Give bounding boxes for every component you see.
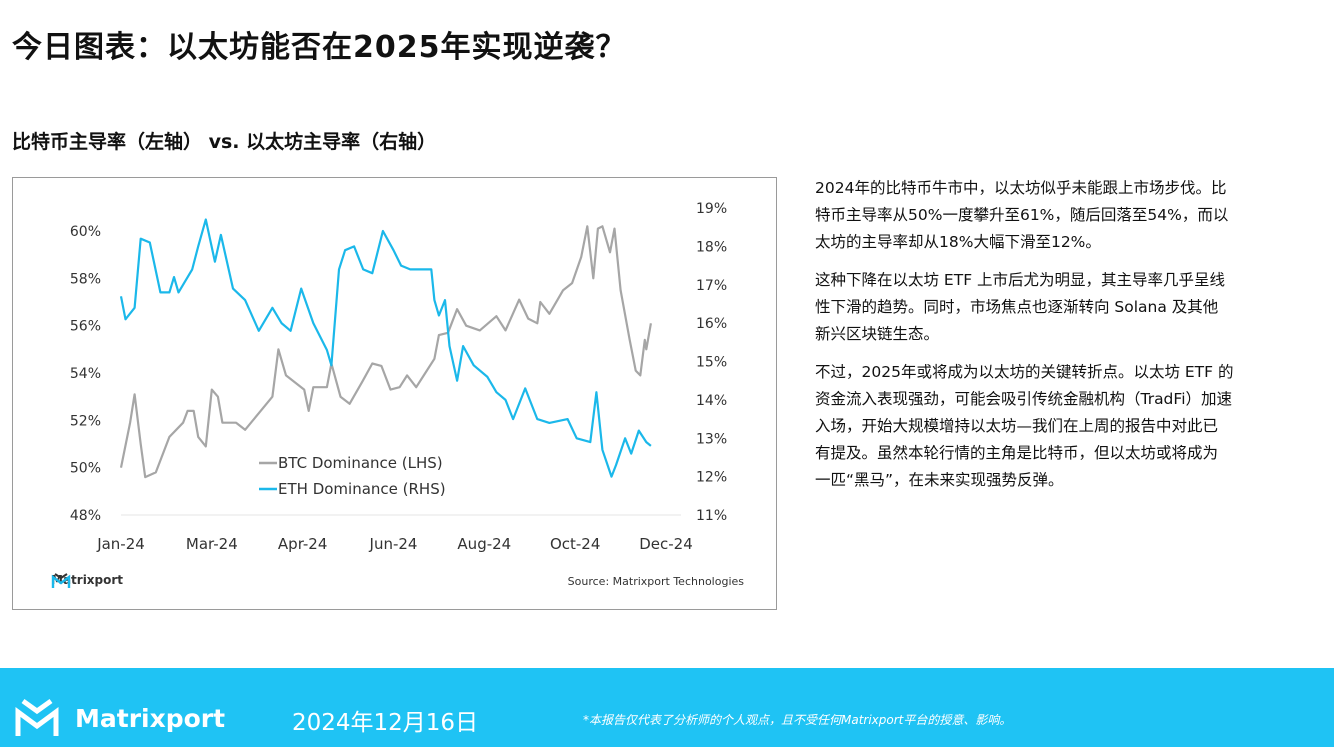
y-left-tick-label: 48% xyxy=(70,508,101,524)
report-date: 2024年12月16日 xyxy=(292,710,479,736)
commentary-line: 性下滑的趋势。同时，市场焦点也逐渐转向 Solana 及其他 xyxy=(815,298,1219,316)
y-right-tick-label: 12% xyxy=(696,470,727,486)
commentary: 2024年的比特币牛市中，以太坊似乎未能跟上市场步伐。比 特币主导率从50%一度攀… xyxy=(815,175,1315,505)
x-tick-label: Jan-24 xyxy=(96,535,145,553)
btc-dominance-line xyxy=(119,225,652,479)
commentary-line: 有提及。虽然本轮行情的主角是比特币，但以太坊或将成为 xyxy=(815,444,1219,462)
footer-brand: Matrixport xyxy=(75,704,226,733)
y-right-tick-label: 19% xyxy=(696,201,727,217)
y-right-tick-label: 15% xyxy=(696,355,727,371)
matrixport-logo-icon xyxy=(51,573,71,588)
y-right-tick-label: 14% xyxy=(696,393,727,409)
x-tick-label: Jun-24 xyxy=(369,535,418,553)
y-right-tick-label: 13% xyxy=(696,431,727,447)
y-left-tick-label: 60% xyxy=(70,224,101,240)
x-tick-label: Aug-24 xyxy=(457,535,511,553)
x-tick-label: Oct-24 xyxy=(550,535,600,553)
commentary-line: 入场，开始大规模增持以太坊—我们在上周的报告中对此已 xyxy=(815,417,1219,435)
y-left-tick-label: 54% xyxy=(70,366,101,382)
chart-subtitle: 比特币主导率（左轴） vs. 以太坊主导率（右轴） xyxy=(12,131,437,153)
chart-source: Source: Matrixport Technologies xyxy=(567,575,744,588)
commentary-line: 资金流入表现强劲，可能会吸引传统金融机构（TradFi）加速 xyxy=(815,390,1232,408)
dominance-chart: 48% 50% 52% 54% 56% 58% 60% 11% 12% 13% 14% 15% 16% 1… xyxy=(70,201,727,553)
y-right-tick-label: 11% xyxy=(696,508,727,524)
commentary-paragraph: 这种下降在以太坊 ETF 上市后尤为明显，其主导率几乎呈线 性下滑的趋势。同时，市… xyxy=(815,267,1315,348)
commentary-line: 不过，2025年或将成为以太坊的关键转折点。以太坊 ETF 的 xyxy=(815,363,1234,381)
legend-label: ETH Dominance (RHS) xyxy=(278,480,446,498)
y-left-tick-label: 50% xyxy=(70,461,101,477)
commentary-line: 特币主导率从50%一度攀升至61%，随后回落至54%，而以 xyxy=(815,206,1229,224)
x-tick-label: Apr-24 xyxy=(278,535,328,553)
chart-panel: 48% 50% 52% 54% 56% 58% 60% 11% 12% 13% 14% 15% 16% 1… xyxy=(12,177,777,610)
y-right-tick-label: 16% xyxy=(696,316,727,332)
y-right-tick-label: 18% xyxy=(696,239,727,255)
commentary-line: 这种下降在以太坊 ETF 上市后尤为明显，其主导率几乎呈线 xyxy=(815,271,1226,289)
commentary-line: 太坊的主导率却从18%大幅下滑至12%。 xyxy=(815,233,1101,251)
commentary-line: 一匹“黑马”，在未来实现强势反弹。 xyxy=(815,471,1064,489)
commentary-paragraph: 2024年的比特币牛市中，以太坊似乎未能跟上市场步伐。比 特币主导率从50%一度攀… xyxy=(815,175,1315,256)
y-right-tick-label: 17% xyxy=(696,278,727,294)
y-left-tick-label: 56% xyxy=(70,319,101,335)
chart-logo: Matrixport xyxy=(51,573,123,588)
page-title: 今日图表：以太坊能否在2025年实现逆袭？ xyxy=(12,30,627,65)
commentary-line: 新兴区块链生态。 xyxy=(815,325,940,343)
x-tick-label: Mar-24 xyxy=(186,535,238,553)
footer-bar: Matrixport 2024年12月16日 *本报告仅代表了分析师的个人观点，… xyxy=(0,668,1334,747)
disclaimer: *本报告仅代表了分析师的个人观点，且不受任何Matrixport平台的授意、影响… xyxy=(583,713,1012,727)
eth-dominance-line xyxy=(119,218,652,478)
x-tick-label: Dec-24 xyxy=(639,535,693,553)
y-left-tick-label: 52% xyxy=(70,413,101,429)
legend-label: BTC Dominance (LHS) xyxy=(278,454,443,472)
commentary-paragraph: 不过，2025年或将成为以太坊的关键转折点。以太坊 ETF 的资金流入表现强劲，… xyxy=(815,359,1315,494)
matrixport-logo-icon xyxy=(15,698,59,736)
commentary-line: 2024年的比特币牛市中，以太坊似乎未能跟上市场步伐。比 xyxy=(815,179,1227,197)
y-left-tick-label: 58% xyxy=(70,271,101,287)
